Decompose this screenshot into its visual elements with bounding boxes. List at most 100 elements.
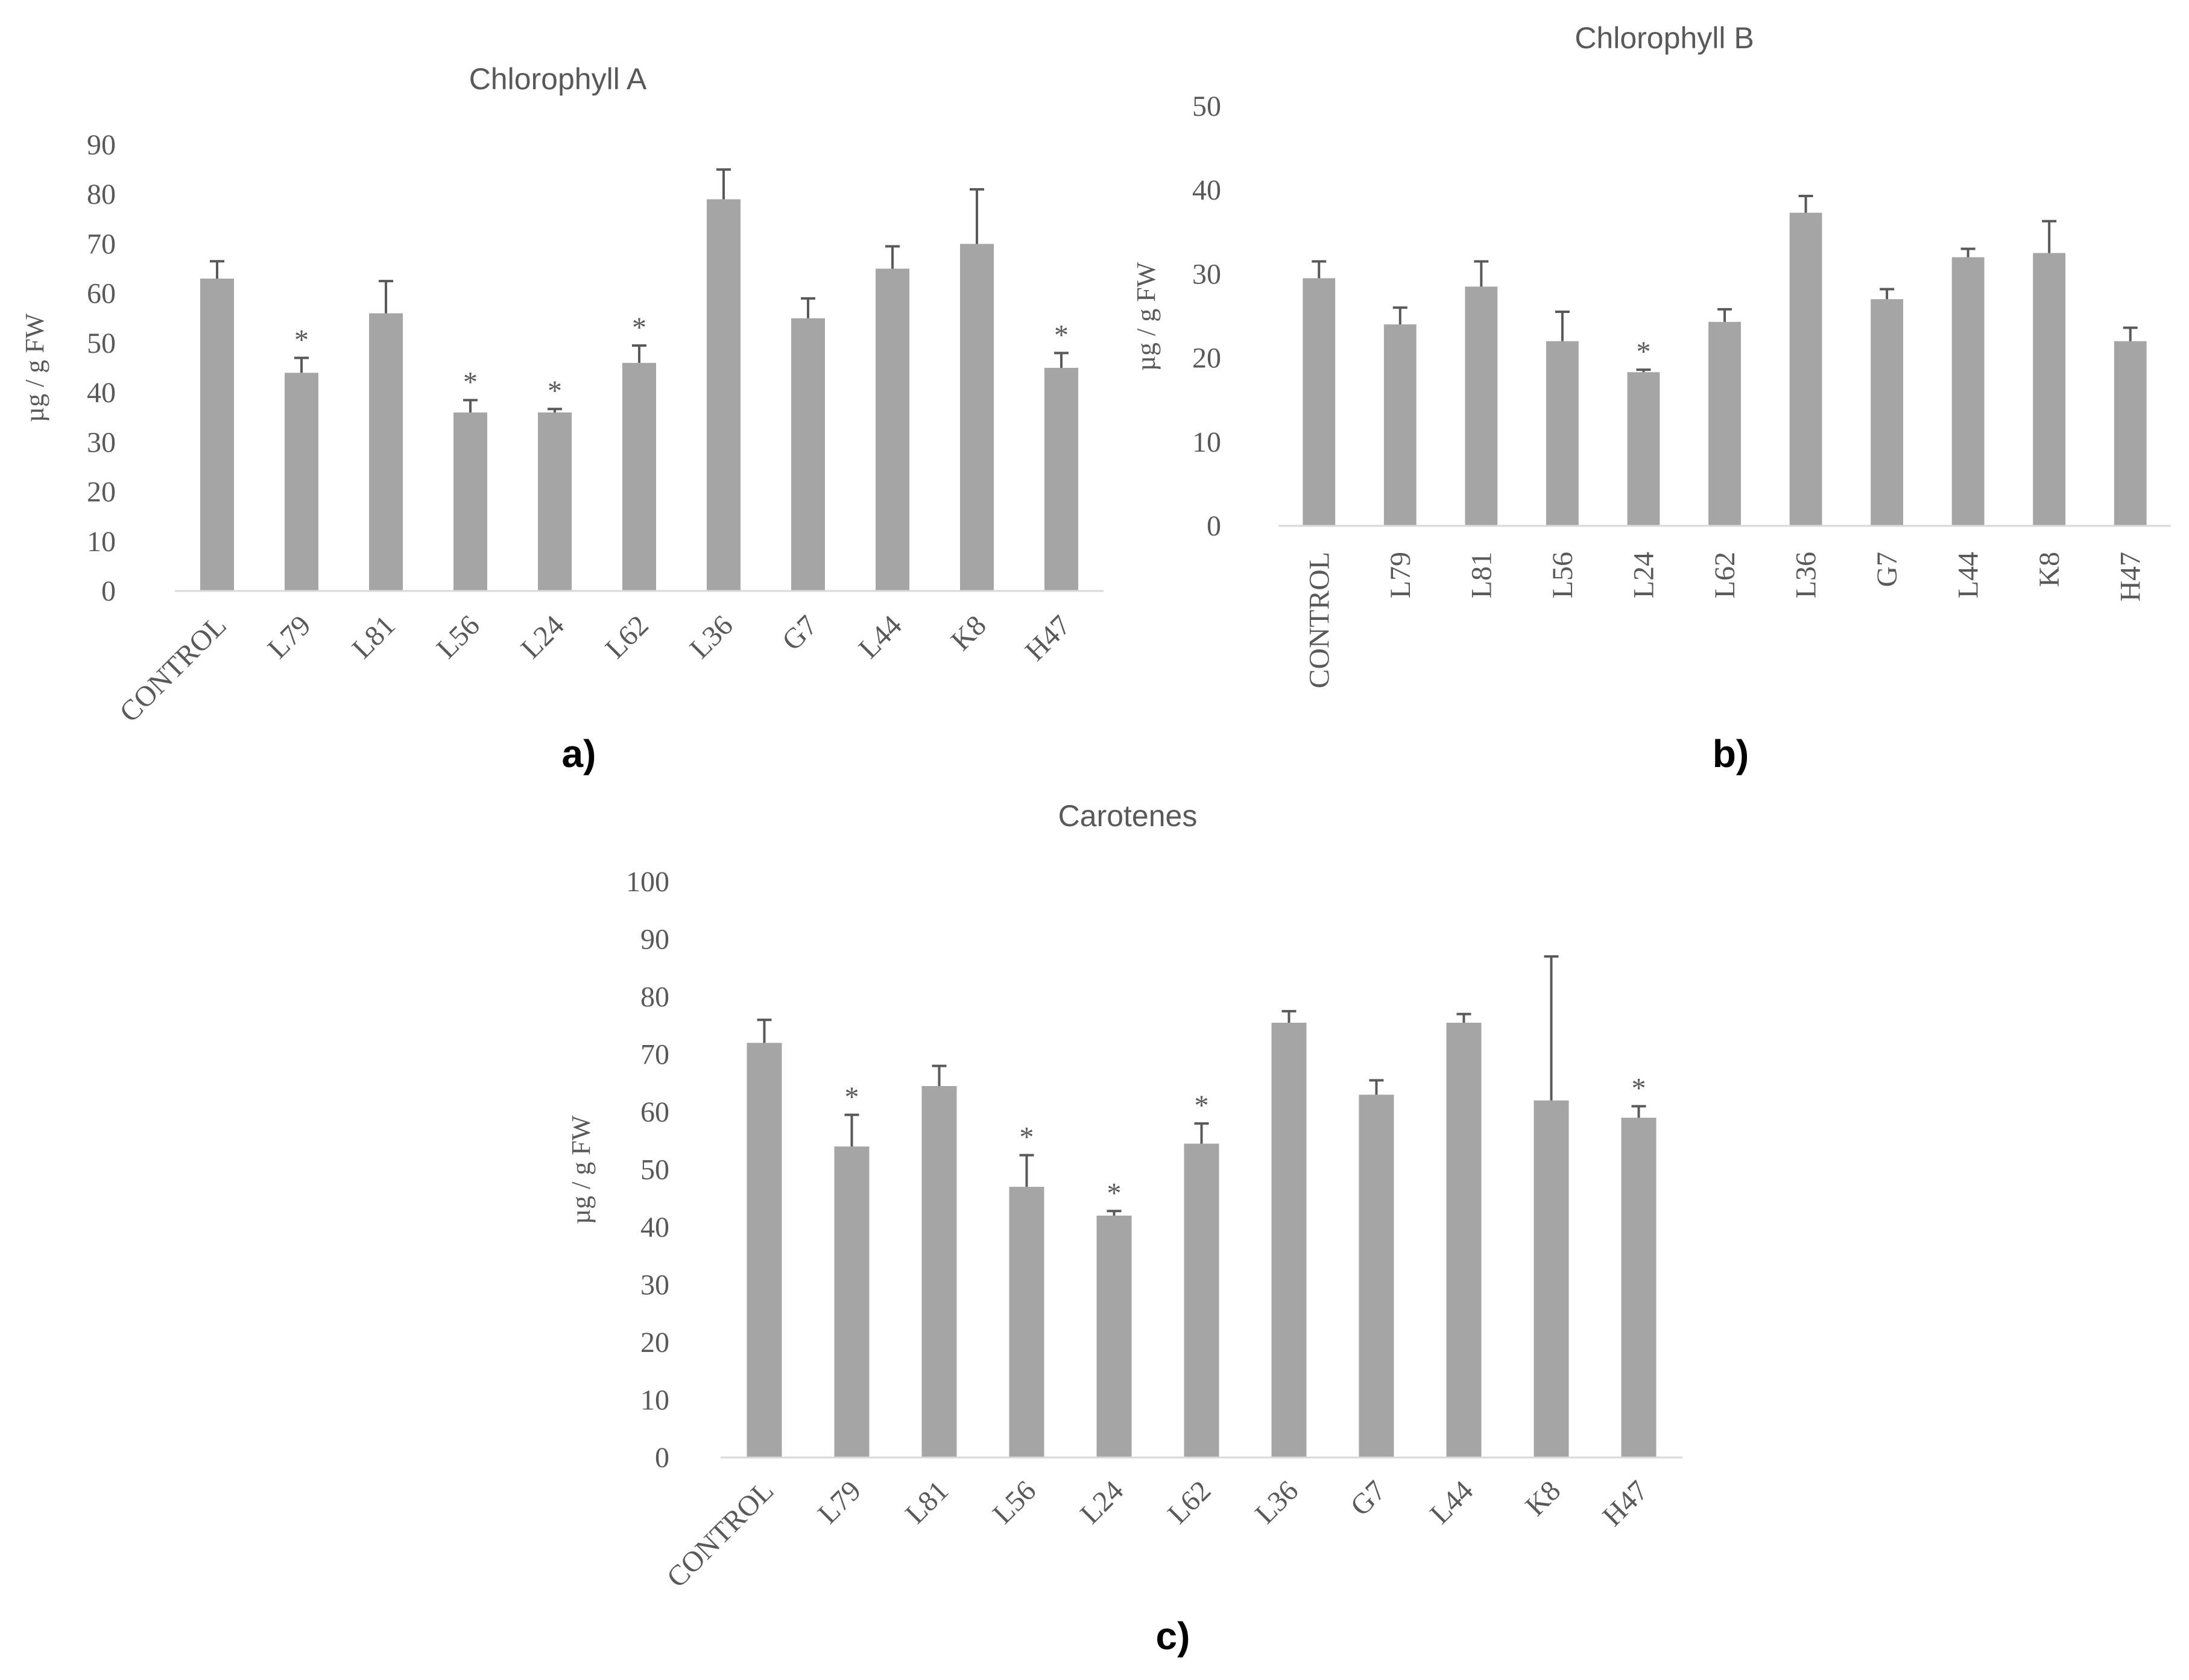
bar-L36 [1789,212,1822,526]
category-label-H47: H47 [2115,552,2147,602]
chart-title: Chlorophyll B [1575,21,1754,55]
bar-L44 [876,268,909,591]
bar-L56 [453,412,487,591]
y-tick-label: 30 [640,1269,669,1301]
category-label-CONTROL: CONTROL [1303,552,1335,689]
panel-label: b) [1713,732,1749,775]
bar-K8 [1534,1100,1569,1457]
bar-L24 [1627,372,1660,526]
y-tick-label: 50 [1192,90,1221,122]
bar-L56 [1009,1187,1044,1457]
category-label-H47: H47 [1596,1474,1654,1532]
y-tick-label: 0 [655,1442,669,1474]
bar-L56 [1546,341,1579,526]
y-tick-label: 100 [626,866,669,898]
significance-mark: * [1107,1177,1122,1209]
y-tick-label: 10 [1192,426,1221,458]
significance-mark: * [632,312,646,344]
bar-L62 [1708,321,1741,526]
bar-L79 [1383,324,1417,526]
y-tick-label: 10 [640,1385,669,1416]
significance-mark: * [845,1081,859,1113]
bar-L36 [1271,1022,1307,1457]
y-tick-label: 70 [87,228,116,260]
bar-L62 [622,362,656,591]
y-tick-label: 10 [87,526,116,558]
category-label-CONTROL: CONTROL [661,1474,780,1594]
chart-carotenes: Carotenes µg / g FW 0 10 20 30 40 50 60 70 80 90 100… [566,799,1682,1658]
y-tick-label: 70 [640,1039,669,1071]
significance-mark: * [1636,336,1650,368]
category-label-L56: L56 [431,609,486,665]
y-tick-label: 50 [87,327,116,359]
chart-title: Carotenes [1058,799,1198,833]
chart-title: Chlorophyll A [469,62,647,96]
category-label-L62: L62 [599,609,655,665]
category-label-L36: L36 [1790,552,1822,598]
category-label-L56: L56 [1547,552,1579,598]
y-tick-label: 0 [1207,510,1221,542]
significance-mark: * [1020,1122,1034,1154]
category-label-L79: L79 [262,609,317,665]
y-tick-label: 30 [87,426,116,458]
y-axis-label: µg / g FW [566,1115,596,1224]
y-tick-label: 80 [640,981,669,1013]
category-label-L36: L36 [684,609,739,665]
y-tick-label: 30 [1192,258,1221,290]
category-label-L81: L81 [346,609,402,665]
y-axis-label: µg / g FW [1131,262,1161,371]
significance-mark: * [548,375,562,407]
significance-mark: * [1054,319,1069,351]
y-tick-label: 40 [640,1211,669,1243]
bar-L81 [921,1086,957,1457]
category-label-K8: K8 [1519,1474,1567,1522]
bar-K8 [2033,253,2066,526]
y-tick-label: 50 [640,1154,669,1186]
category-label-L62: L62 [1161,1474,1217,1530]
panel-label: a) [562,732,596,775]
category-label-K8: K8 [945,609,993,657]
bar-G7 [1359,1094,1394,1457]
bar-G7 [1871,299,1903,526]
bar-H47 [2114,341,2147,526]
significance-mark: * [1195,1090,1209,1122]
category-label-L24: L24 [1074,1474,1129,1530]
bar-CONTROL [747,1043,782,1457]
bar-L79 [834,1146,870,1457]
chart-chl_a: Chlorophyll A µg / g FW 0 10 20 30 40 50 60 70 80 9… [20,62,1104,775]
category-label-L56: L56 [987,1474,1042,1530]
chart-chl_b: Chlorophyll B µg / g FW 0 10 20 30 40 50 CONTROL… [1131,21,2171,775]
category-label-H47: H47 [1019,609,1077,667]
bar-L24 [1096,1215,1132,1457]
category-label-L79: L79 [812,1474,867,1530]
category-label-L62: L62 [1709,552,1741,598]
y-tick-label: 60 [87,278,116,310]
category-label-K8: K8 [2033,552,2065,587]
category-label-L44: L44 [1953,552,1985,598]
category-label-L24: L24 [515,609,570,665]
bar-H47 [1621,1117,1657,1457]
panel-label: c) [1156,1614,1190,1658]
bar-L81 [1465,286,1498,526]
category-label-L44: L44 [853,609,908,665]
category-label-G7: G7 [1344,1474,1392,1522]
bar-L81 [369,313,403,591]
y-tick-label: 90 [640,924,669,956]
significance-mark: * [463,366,478,398]
y-tick-label: 60 [640,1096,669,1128]
category-label-L79: L79 [1385,552,1417,598]
category-label-G7: G7 [1871,552,1903,587]
y-tick-label: 20 [87,476,116,508]
y-tick-label: 0 [101,575,116,607]
y-tick-label: 80 [87,178,116,210]
y-tick-label: 20 [640,1327,669,1359]
bar-CONTROL [1303,278,1336,526]
bar-G7 [791,318,825,591]
bar-H47 [1044,368,1078,591]
category-label-G7: G7 [776,609,824,657]
bar-L62 [1184,1143,1219,1457]
y-tick-label: 40 [87,377,116,409]
y-tick-label: 90 [87,129,116,161]
significance-mark: * [1632,1072,1646,1104]
